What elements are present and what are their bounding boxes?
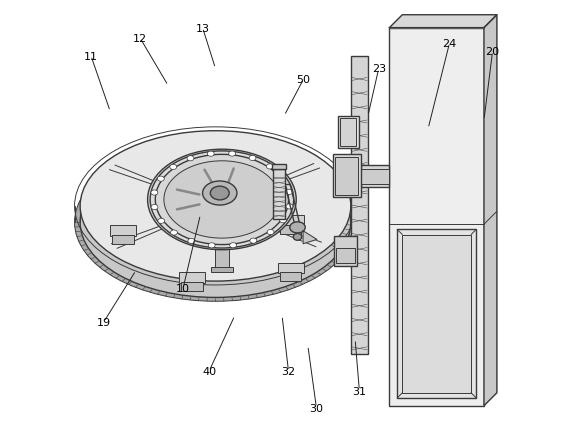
Bar	[280, 226, 301, 234]
Ellipse shape	[286, 204, 293, 209]
Text: 30: 30	[309, 403, 324, 413]
Ellipse shape	[228, 152, 235, 157]
Ellipse shape	[158, 219, 164, 224]
Bar	[389, 28, 484, 406]
Text: 20: 20	[485, 47, 500, 57]
Text: 40: 40	[202, 366, 216, 376]
Ellipse shape	[250, 239, 257, 244]
Ellipse shape	[267, 230, 274, 235]
Bar	[278, 263, 304, 274]
Text: 11: 11	[84, 52, 98, 61]
Bar	[272, 165, 286, 170]
Ellipse shape	[171, 230, 177, 236]
Ellipse shape	[148, 150, 296, 250]
Ellipse shape	[158, 177, 164, 182]
Text: 24: 24	[443, 39, 457, 49]
Ellipse shape	[279, 218, 286, 223]
Bar	[113, 236, 134, 244]
Bar	[340, 119, 357, 147]
Ellipse shape	[290, 222, 305, 233]
Ellipse shape	[210, 187, 229, 200]
Polygon shape	[484, 15, 497, 406]
Text: 23: 23	[372, 64, 386, 74]
Ellipse shape	[164, 161, 280, 239]
Bar	[278, 216, 304, 227]
Ellipse shape	[203, 181, 237, 206]
Ellipse shape	[286, 190, 293, 195]
Ellipse shape	[293, 234, 302, 241]
Polygon shape	[303, 231, 317, 244]
Polygon shape	[389, 15, 497, 28]
Text: 32: 32	[282, 366, 295, 376]
Text: 31: 31	[353, 386, 366, 396]
Text: 10: 10	[176, 283, 190, 293]
Text: 50: 50	[297, 75, 310, 85]
Bar	[333, 155, 361, 198]
Text: 12: 12	[133, 34, 147, 44]
Ellipse shape	[150, 151, 294, 249]
Ellipse shape	[187, 157, 194, 162]
Ellipse shape	[249, 156, 256, 161]
Bar	[273, 170, 285, 219]
Ellipse shape	[279, 176, 286, 181]
Bar	[179, 273, 205, 283]
Ellipse shape	[188, 239, 195, 244]
Bar	[336, 249, 355, 264]
Bar	[211, 267, 233, 273]
Bar	[335, 157, 358, 195]
Ellipse shape	[155, 155, 288, 245]
Ellipse shape	[151, 205, 158, 210]
Bar	[338, 117, 358, 148]
Ellipse shape	[170, 165, 177, 170]
Ellipse shape	[230, 243, 237, 248]
Ellipse shape	[151, 190, 158, 196]
Bar	[181, 283, 203, 291]
Ellipse shape	[80, 132, 351, 282]
Bar	[402, 235, 471, 393]
Bar	[110, 226, 136, 236]
Text: 13: 13	[196, 24, 209, 34]
Ellipse shape	[74, 144, 357, 301]
Bar	[280, 273, 301, 282]
Text: 19: 19	[97, 317, 111, 327]
Ellipse shape	[80, 148, 351, 298]
Bar	[351, 56, 368, 354]
Ellipse shape	[267, 164, 273, 169]
Bar	[334, 237, 357, 267]
Bar	[361, 166, 389, 187]
Bar	[361, 169, 389, 184]
Ellipse shape	[208, 243, 215, 249]
Ellipse shape	[207, 152, 214, 157]
Bar	[215, 249, 229, 269]
Bar	[397, 230, 476, 398]
